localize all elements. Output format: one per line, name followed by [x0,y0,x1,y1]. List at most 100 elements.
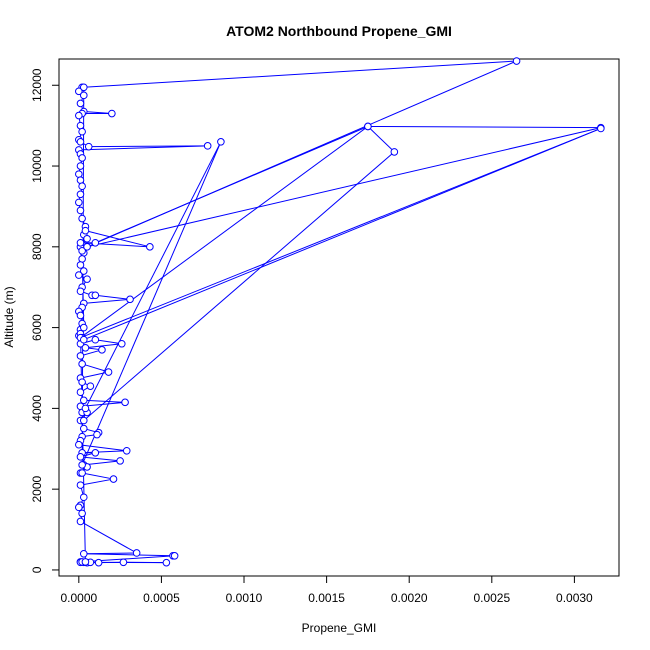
data-point [146,243,154,251]
data-point [78,461,86,469]
data-point [75,198,83,207]
series-segment [85,343,122,349]
data-point [76,138,85,146]
data-point [217,138,225,146]
data-point [203,142,212,150]
data-point [78,214,86,223]
data-point [76,176,85,184]
data-point [104,368,113,376]
data-point [78,360,86,368]
y-axis-label: Altitude (m) [2,286,16,347]
series-segment [78,444,127,452]
data-point [78,182,86,191]
data-point [132,549,141,557]
data-point [76,311,85,320]
data-point [108,109,116,118]
data-point [79,396,88,405]
data-point [91,291,100,300]
x-tick-label: 0.0010 [226,591,263,605]
series-segment [95,294,131,300]
series-segment [83,60,517,88]
series-points [75,57,605,567]
data-point [76,162,85,170]
data-point [170,552,179,560]
data-point [76,517,85,526]
series-segment [83,128,602,341]
data-point [79,83,88,92]
series-segment [83,460,121,466]
data-point [78,469,86,477]
data-point [83,243,91,251]
data-point [390,148,399,156]
data-point [76,121,85,130]
x-tick-label: 0.0025 [473,591,510,605]
series-segment [367,126,395,153]
data-point [76,481,85,489]
data-point [84,142,93,151]
series-segment [86,60,517,248]
data-point [512,57,521,65]
series-segment [80,456,121,462]
series-segment [95,339,122,345]
data-point [91,238,100,247]
data-point [81,404,90,413]
data-point [76,453,85,461]
data-point [78,154,86,162]
data-point [75,503,83,512]
data-point [76,206,85,215]
data-point [162,558,171,567]
x-axis-label: Propene_GMI [302,621,377,635]
y-tick-label: 12000 [30,68,44,102]
data-point [75,271,83,279]
data-point [98,346,106,354]
x-tick-label: 0.0005 [143,591,180,605]
y-tick-label: 10000 [30,149,44,183]
y-tick-label: 4000 [30,395,44,422]
data-point [76,190,85,199]
data-point [126,295,134,304]
series-segment [84,141,222,409]
data-point [81,558,90,566]
y-tick-label: 0 [30,566,44,573]
data-point [79,549,88,558]
series-segment [81,141,222,466]
y-axis: 0 2000 4000 6000 8000 10000 12000 [30,68,60,573]
data-point [83,234,91,243]
data-point [78,127,86,136]
data-point [122,446,131,455]
data-point [78,255,86,263]
x-tick-label: 0.0030 [556,591,593,605]
series-segment [85,230,150,248]
data-point [75,87,83,96]
series-segment [367,125,601,129]
series-segment [80,128,602,339]
data-point [121,398,129,407]
series-segment [83,151,395,421]
series-segment [80,478,114,486]
y-tick-label: 8000 [30,233,44,260]
data-point [75,440,83,449]
series-segment [80,521,137,554]
series-segment [83,553,173,557]
x-tick-label: 0.0000 [60,591,97,605]
data-point [76,352,85,360]
series-segment [83,399,126,403]
data-point [75,111,83,120]
series-segment [83,298,131,304]
data-point [116,457,124,465]
data-point [79,323,88,332]
data-point [76,238,85,247]
x-tick-label: 0.0015 [308,591,345,605]
data-point [78,509,86,518]
x-tick-label: 0.0020 [391,591,428,605]
data-point [109,475,118,483]
x-axis: 0.0000 0.0005 0.0010 0.0015 0.0020 0.0025 0.00… [60,575,593,605]
data-point [81,343,90,352]
data-point [79,335,88,344]
data-point [79,493,88,502]
data-point [79,416,88,425]
data-point [91,335,100,344]
series-segment [78,145,208,151]
y-tick-label: 2000 [30,475,44,502]
chart-title: ATOM2 Northbound Propene_GMI [226,23,452,39]
